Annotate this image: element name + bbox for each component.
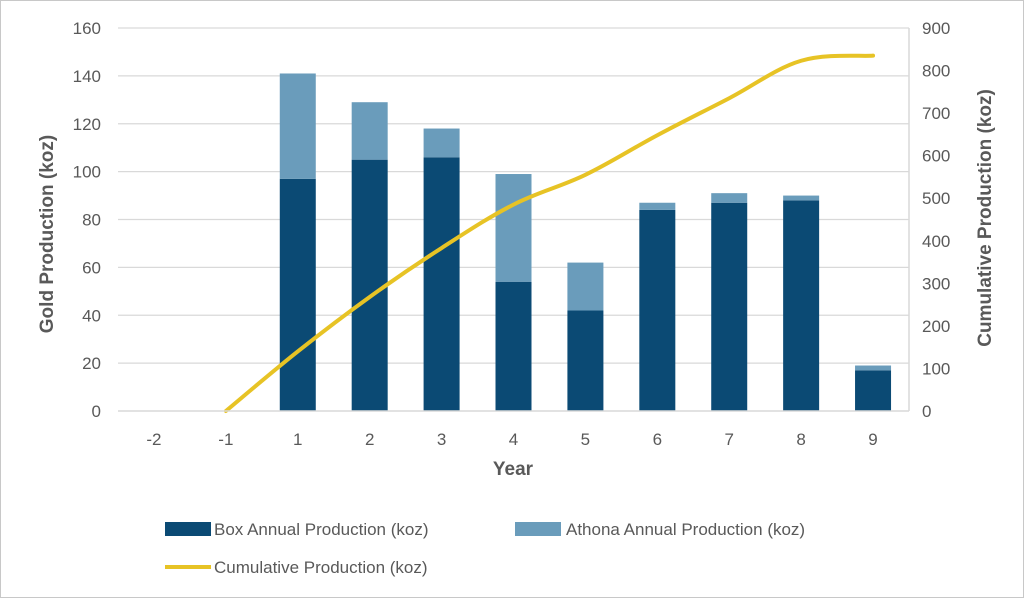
y-axis-title: Gold Production (koz) bbox=[37, 135, 58, 333]
y-tick-label: 160 bbox=[73, 19, 101, 38]
bar-athona bbox=[280, 73, 316, 178]
bar-box bbox=[639, 210, 675, 411]
x-tick-label: 9 bbox=[868, 430, 877, 449]
y2-tick-label: 600 bbox=[922, 147, 950, 166]
legend-label-box: Box Annual Production (koz) bbox=[214, 520, 429, 539]
bar-athona bbox=[711, 193, 747, 203]
y-tick-label: 60 bbox=[82, 258, 101, 277]
x-tick-label: 6 bbox=[653, 430, 662, 449]
y2-tick-label: 900 bbox=[922, 19, 950, 38]
y-tick-label: 140 bbox=[73, 67, 101, 86]
x-tick-label: 4 bbox=[509, 430, 518, 449]
bar-athona bbox=[639, 203, 675, 210]
y2-tick-label: 500 bbox=[922, 189, 950, 208]
x-tick-label: 2 bbox=[365, 430, 374, 449]
y2-tick-label: 700 bbox=[922, 104, 950, 123]
bar-athona bbox=[496, 174, 532, 282]
legend-swatch-athona bbox=[515, 522, 561, 536]
y-tick-label: 80 bbox=[82, 211, 101, 230]
y-tick-label: 100 bbox=[73, 163, 101, 182]
y-tick-label: 40 bbox=[82, 306, 101, 325]
legend-item-athona: Athona Annual Production (koz) bbox=[515, 520, 805, 539]
y2-tick-label: 100 bbox=[922, 359, 950, 378]
y2-tick-label: 200 bbox=[922, 317, 950, 336]
bar-box bbox=[424, 157, 460, 411]
bar-athona bbox=[424, 129, 460, 158]
legend-label-athona: Athona Annual Production (koz) bbox=[566, 520, 805, 539]
legend-item-box: Box Annual Production (koz) bbox=[165, 520, 429, 539]
x-tick-label: 1 bbox=[293, 430, 302, 449]
legend-label-cumulative: Cumulative Production (koz) bbox=[214, 558, 428, 577]
bar-box bbox=[783, 200, 819, 411]
cumulative-line bbox=[226, 56, 873, 411]
bar-athona bbox=[352, 102, 388, 159]
y2-tick-label: 0 bbox=[922, 402, 931, 421]
line-layer bbox=[226, 56, 873, 412]
bar-athona bbox=[855, 366, 891, 371]
bar-athona bbox=[783, 196, 819, 201]
bar-box bbox=[280, 179, 316, 411]
x-tick-label: -2 bbox=[146, 430, 161, 449]
bar-box bbox=[496, 282, 532, 411]
x-tick-label: -1 bbox=[218, 430, 233, 449]
x-tick-label: 3 bbox=[437, 430, 446, 449]
legend-item-cumulative: Cumulative Production (koz) bbox=[165, 558, 428, 577]
y2-tick-label: 800 bbox=[922, 62, 950, 81]
y-tick-label: 0 bbox=[92, 402, 101, 421]
legend-swatch-box bbox=[165, 522, 211, 536]
bar-athona bbox=[567, 263, 603, 311]
x-tick-label: 8 bbox=[796, 430, 805, 449]
x-axis-title: Year bbox=[493, 459, 534, 480]
y2-tick-label: 400 bbox=[922, 232, 950, 251]
bar-box bbox=[855, 370, 891, 411]
bar-box bbox=[711, 203, 747, 411]
y-tick-label: 20 bbox=[82, 354, 101, 373]
y2-tick-label: 300 bbox=[922, 274, 950, 293]
bar-box bbox=[567, 310, 603, 411]
y2-axis-title: Cumulative Production (koz) bbox=[975, 89, 996, 347]
y-tick-label: 120 bbox=[73, 115, 101, 134]
x-tick-label: 7 bbox=[724, 430, 733, 449]
bar-box bbox=[352, 160, 388, 411]
x-tick-label: 5 bbox=[581, 430, 590, 449]
legend: Box Annual Production (koz) Athona Annua… bbox=[165, 520, 805, 577]
